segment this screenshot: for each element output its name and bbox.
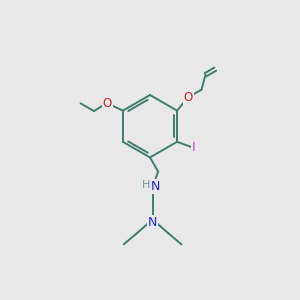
- Text: N: N: [148, 216, 157, 229]
- Text: O: O: [103, 97, 112, 110]
- Text: O: O: [184, 91, 193, 104]
- Text: H: H: [142, 181, 150, 190]
- Text: N: N: [151, 180, 160, 194]
- Text: I: I: [192, 141, 196, 154]
